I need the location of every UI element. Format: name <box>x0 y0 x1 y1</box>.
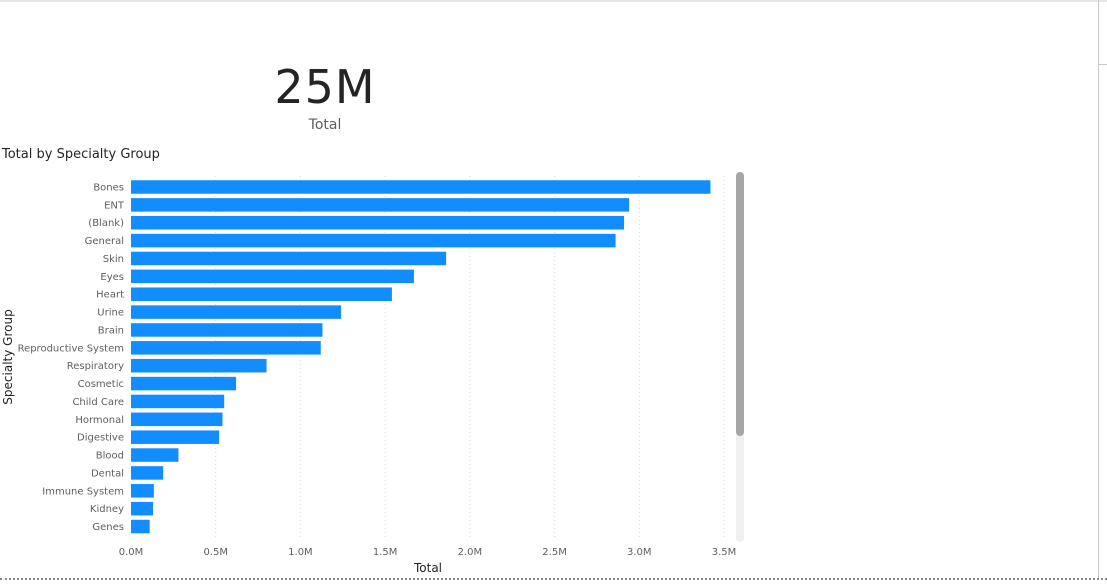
y-category-label: Brain <box>98 325 124 336</box>
x-tick-label: 0.0M <box>119 547 144 558</box>
bar[interactable] <box>131 323 323 337</box>
x-tick-label: 3.0M <box>627 547 652 558</box>
y-category-label: Cosmetic <box>78 379 124 390</box>
y-category-label: Blood <box>96 451 124 462</box>
x-tick-label: 3.5M <box>712 547 737 558</box>
bar[interactable] <box>131 341 321 355</box>
chart-title: Total by Specialty Group <box>2 147 160 162</box>
bar[interactable] <box>131 412 223 427</box>
y-category-label: (Blank) <box>88 218 124 229</box>
bar[interactable] <box>131 358 267 373</box>
bar[interactable] <box>131 198 630 212</box>
bar[interactable] <box>131 394 225 409</box>
y-category-label: Reproductive System <box>18 343 124 354</box>
top-border <box>0 0 1107 2</box>
bar[interactable] <box>131 519 150 534</box>
y-category-label: Hormonal <box>75 415 124 426</box>
chart-scrollbar-track[interactable] <box>736 172 744 542</box>
bottom-border <box>0 578 1107 580</box>
right-panel-edge <box>1098 0 1099 578</box>
total-card[interactable]: 25M Total <box>230 58 420 134</box>
bar[interactable] <box>131 180 711 194</box>
y-category-label: Eyes <box>100 272 124 283</box>
right-panel-edge-tick <box>1099 64 1107 65</box>
x-axis-title: Total <box>413 561 442 575</box>
x-tick-label: 1.0M <box>288 547 313 558</box>
y-category-label: Bones <box>93 183 124 194</box>
x-tick-label: 1.5M <box>373 547 398 558</box>
chart-scrollbar-thumb[interactable] <box>736 172 744 436</box>
x-tick-label: 2.0M <box>458 547 483 558</box>
y-category-label: ENT <box>104 200 125 211</box>
bar[interactable] <box>131 233 616 248</box>
y-category-label: Heart <box>96 290 124 301</box>
x-tick-label: 0.5M <box>203 547 228 558</box>
y-category-label: Urine <box>97 308 124 319</box>
y-category-label: Child Care <box>72 397 124 408</box>
y-category-label: Immune System <box>42 486 124 497</box>
y-category-label: Kidney <box>90 504 124 515</box>
card-value: 25M <box>274 60 376 114</box>
bar[interactable] <box>131 501 154 516</box>
bar[interactable] <box>131 376 237 391</box>
y-category-label: General <box>85 236 124 247</box>
x-tick-label: 2.5M <box>542 547 567 558</box>
bar[interactable] <box>131 484 154 498</box>
bar[interactable] <box>131 448 179 462</box>
bar[interactable] <box>131 466 164 480</box>
bar[interactable] <box>131 287 392 301</box>
y-category-label: Dental <box>91 468 124 479</box>
y-category-label: Genes <box>92 522 124 533</box>
bar[interactable] <box>131 251 447 266</box>
y-category-label: Respiratory <box>67 361 124 372</box>
bar[interactable] <box>131 430 220 444</box>
bar[interactable] <box>131 215 625 230</box>
bar[interactable] <box>131 305 342 319</box>
bar[interactable] <box>131 269 414 284</box>
card-label: Total <box>308 117 342 133</box>
y-category-label: Digestive <box>77 433 124 444</box>
y-axis-title: Specialty Group <box>1 309 15 404</box>
y-category-label: Skin <box>103 254 124 265</box>
